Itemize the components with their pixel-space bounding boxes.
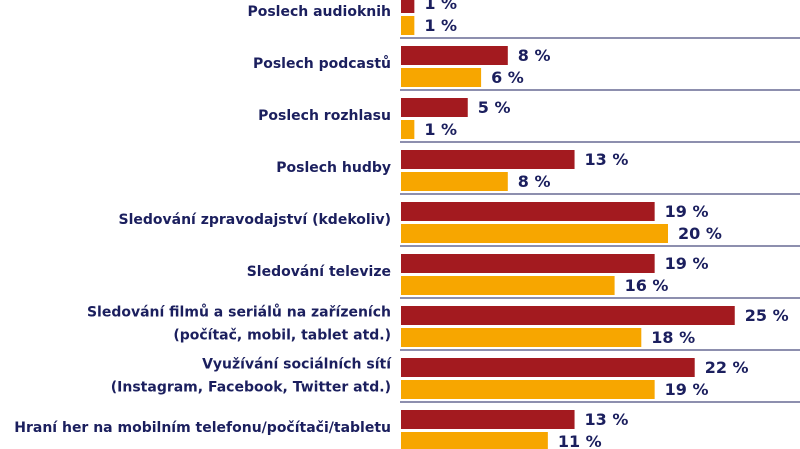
bar — [401, 120, 415, 139]
value-label: 1 % — [424, 0, 457, 13]
bar — [401, 254, 655, 273]
category-label: Sledování zpravodajství (kdekoliv) — [119, 212, 392, 228]
value-label: 19 % — [665, 254, 709, 273]
bar — [401, 306, 735, 325]
category-label: (počítač, mobil, tablet atd.) — [173, 328, 391, 344]
category-label: Hraní her na mobilním telefonu/počítači/… — [14, 420, 391, 436]
bar — [401, 46, 508, 65]
value-label: 5 % — [478, 98, 511, 117]
bar — [401, 16, 415, 35]
bar — [401, 358, 695, 377]
bar — [401, 328, 642, 347]
bar — [401, 224, 668, 243]
category-label: Využívání sociálních sítí — [202, 357, 392, 373]
value-label: 6 % — [491, 68, 524, 87]
category-label: Poslech hudby — [276, 160, 391, 176]
value-label: 19 % — [665, 202, 709, 221]
value-label: 20 % — [678, 224, 722, 243]
bar — [401, 276, 615, 295]
value-label: 1 % — [424, 120, 457, 139]
value-label: 16 % — [625, 276, 669, 295]
category-label: Poslech audioknih — [247, 4, 391, 20]
category-label: Poslech podcastů — [253, 55, 391, 72]
value-label: 22 % — [705, 358, 749, 377]
category-label: Poslech rozhlasu — [258, 108, 391, 124]
value-label: 11 % — [558, 432, 602, 449]
bar — [401, 380, 655, 399]
bar — [401, 150, 575, 169]
value-label: 18 % — [651, 328, 695, 347]
category-label: (Instagram, Facebook, Twitter atd.) — [111, 380, 391, 396]
value-label: 13 % — [585, 150, 629, 169]
bar — [401, 432, 548, 449]
bar — [401, 410, 575, 429]
value-label: 19 % — [665, 380, 709, 399]
category-label: Sledování televize — [247, 264, 391, 280]
value-label: 13 % — [585, 410, 629, 429]
value-label: 8 % — [518, 172, 551, 191]
bar — [401, 0, 415, 13]
bar — [401, 68, 482, 87]
value-label: 1 % — [424, 16, 457, 35]
bar — [401, 202, 655, 221]
bar — [401, 172, 508, 191]
value-label: 25 % — [745, 306, 789, 325]
category-label: Sledování filmů a seriálů na zařízeních — [87, 304, 391, 321]
bar — [401, 98, 468, 117]
value-label: 8 % — [518, 46, 551, 65]
